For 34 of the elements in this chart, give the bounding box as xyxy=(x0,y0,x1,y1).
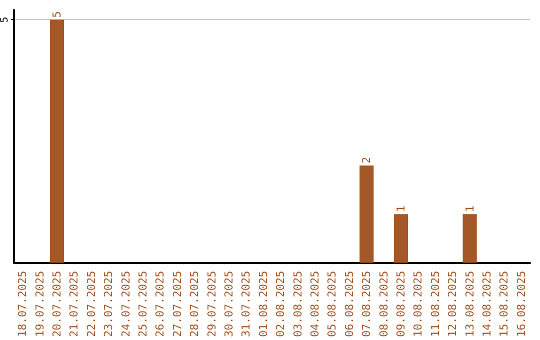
x-tick-label: 05.08.2025 xyxy=(326,270,339,338)
x-tick-label: 23.07.2025 xyxy=(102,270,116,338)
x-tick-label: 01.08.2025 xyxy=(256,270,270,338)
x-tick-label: 21.07.2025 xyxy=(68,270,81,338)
x-tick-label: 04.08.2025 xyxy=(308,270,322,338)
x-tick-label: 22.07.2025 xyxy=(84,270,98,338)
x-tick-label: 14.08.2025 xyxy=(480,270,494,338)
x-tick-label: 30.07.2025 xyxy=(222,270,236,338)
data-label: 2 xyxy=(360,156,374,164)
data-label: 1 xyxy=(463,206,476,212)
x-tick-label: 19.07.2025 xyxy=(33,270,46,338)
x-tick-label: 26.07.2025 xyxy=(154,270,167,338)
x-tick-label: 09.08.2025 xyxy=(394,270,408,338)
x-tick-label: 03.08.2025 xyxy=(291,270,304,338)
x-tick-label: 31.07.2025 xyxy=(240,270,253,338)
x-tick-label: 11.08.2025 xyxy=(428,270,442,338)
x-tick-label: 24.07.2025 xyxy=(119,270,132,338)
x-tick-label: 13.08.2025 xyxy=(463,270,476,338)
x-tick-label: 18.07.2025 xyxy=(16,270,30,338)
x-tick-label: 02.08.2025 xyxy=(274,270,288,338)
x-tick-label: 15.08.2025 xyxy=(498,270,511,338)
x-tick-label: 07.08.2025 xyxy=(360,270,374,338)
x-tick-label: 10.08.2025 xyxy=(412,270,425,338)
data-label: 1 xyxy=(394,206,408,212)
x-tick-label: 28.07.2025 xyxy=(188,270,202,338)
x-tick-label: 27.07.2025 xyxy=(170,270,184,338)
x-tick-label: 12.08.2025 xyxy=(446,270,460,338)
x-tick-label: 06.08.2025 xyxy=(342,270,356,338)
x-tick-label: 29.07.2025 xyxy=(205,270,218,338)
x-tick-label: 16.08.2025 xyxy=(514,270,528,338)
data-label: 5 xyxy=(50,11,64,18)
x-tick-label: 20.07.2025 xyxy=(50,270,64,338)
x-tick-label: 08.08.2025 xyxy=(377,270,390,338)
x-tick-label: 25.07.2025 xyxy=(136,270,150,338)
